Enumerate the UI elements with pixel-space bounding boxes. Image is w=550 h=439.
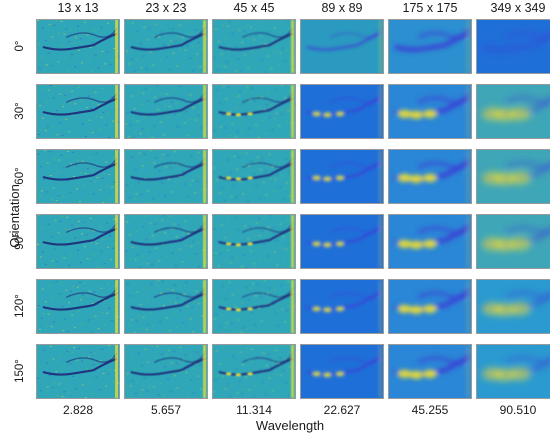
- wavelength-label: 11.314: [236, 403, 272, 417]
- response-panel: [388, 214, 472, 269]
- response-panel: [36, 19, 120, 74]
- response-panel: [388, 344, 472, 399]
- response-panel: [212, 149, 296, 204]
- column-header: 23 x 23: [145, 1, 187, 15]
- response-panel: [212, 279, 296, 334]
- response-panel: [36, 279, 120, 334]
- response-panel: [300, 149, 384, 204]
- response-panel: [124, 149, 208, 204]
- column-header: 13 x 13: [57, 1, 99, 15]
- response-panel: [124, 84, 208, 139]
- column-header: 89 x 89: [321, 1, 363, 15]
- column-header: 175 x 175: [402, 1, 458, 15]
- response-panel: [388, 279, 472, 334]
- response-panel: [476, 149, 550, 204]
- response-panel: [300, 19, 384, 74]
- response-panel: [212, 19, 296, 74]
- row-label: 150°: [14, 359, 26, 383]
- response-panel: [212, 344, 296, 399]
- response-panel: [36, 214, 120, 269]
- response-panel: [476, 344, 550, 399]
- response-panel: [388, 149, 472, 204]
- response-panel: [476, 279, 550, 334]
- response-panel: [300, 214, 384, 269]
- wavelength-label: 22.627: [323, 403, 361, 417]
- x-axis-title: Wavelength: [255, 418, 325, 433]
- row-label: 0°: [14, 40, 26, 52]
- row-label: 60°: [14, 167, 26, 185]
- response-panel: [36, 84, 120, 139]
- wavelength-label: 2.828: [62, 403, 94, 417]
- wavelength-label: 45.255: [411, 403, 449, 417]
- response-panel: [476, 19, 550, 74]
- row-label: 120°: [14, 294, 26, 318]
- response-panel: [300, 344, 384, 399]
- response-panel: [300, 84, 384, 139]
- wavelength-label: 5.657: [150, 403, 182, 417]
- row-label: 30°: [14, 102, 26, 120]
- column-header: 45 x 45: [233, 1, 275, 15]
- response-panel: [300, 279, 384, 334]
- response-panel: [388, 84, 472, 139]
- response-panel: [36, 149, 120, 204]
- response-panel: [124, 344, 208, 399]
- response-panel: [476, 84, 550, 139]
- response-panel: [212, 214, 296, 269]
- response-panel: [212, 84, 296, 139]
- response-panel: [124, 214, 208, 269]
- row-label: 90°: [14, 232, 26, 250]
- wavelength-label: 90.510: [499, 403, 537, 417]
- response-panel: [124, 19, 208, 74]
- column-header: 349 x 349: [490, 1, 546, 15]
- response-panel: [36, 344, 120, 399]
- response-panel: [476, 214, 550, 269]
- response-panel: [124, 279, 208, 334]
- response-panel: [388, 19, 472, 74]
